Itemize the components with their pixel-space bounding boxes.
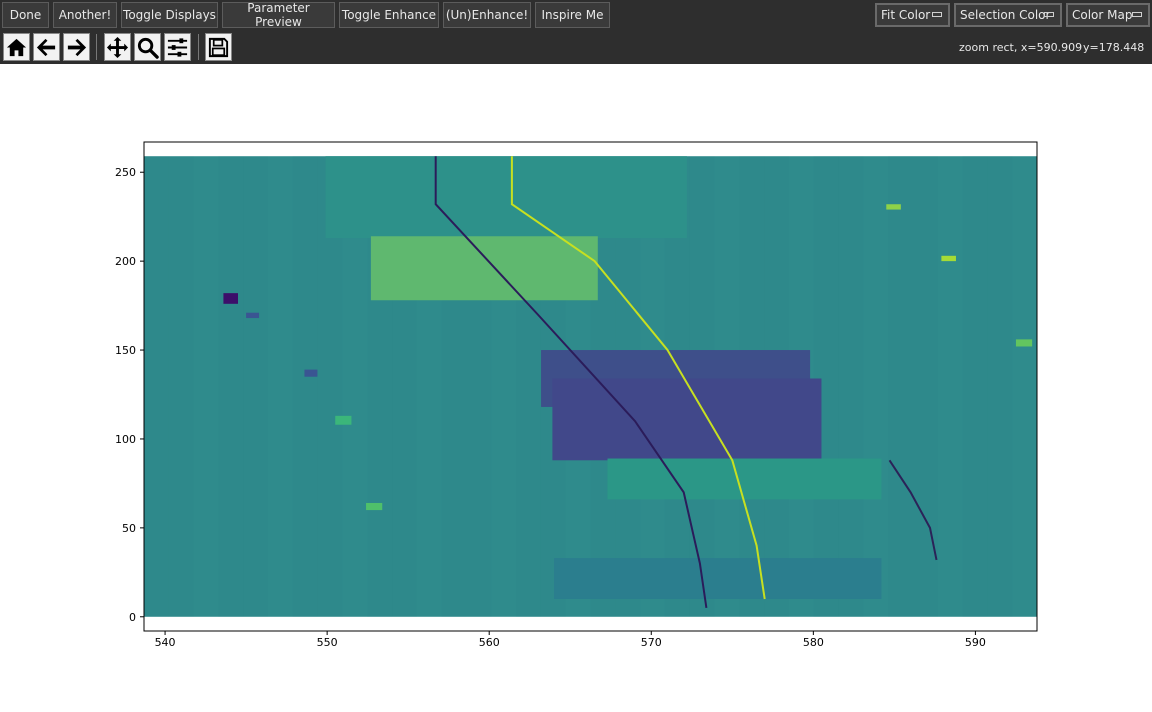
- spectral-trace: [888, 459, 938, 561]
- heatmap-marker: [941, 255, 956, 262]
- parameter-preview-button[interactable]: Parameter Preview: [222, 1, 335, 29]
- heatmap-column: [888, 156, 913, 617]
- y-tick-label: 50: [122, 522, 136, 535]
- y-tick-label: 200: [115, 255, 136, 268]
- selection-color-dropdown[interactable]: Selection Color: [954, 3, 1062, 27]
- y-tick-label: 150: [115, 344, 136, 357]
- axes-frame: [143, 141, 1038, 632]
- heatmap-marker: [304, 369, 318, 377]
- pan-button[interactable]: [104, 33, 131, 61]
- save-icon: [208, 37, 229, 57]
- heatmap-marker: [366, 502, 383, 511]
- color-map-dropdown[interactable]: Color Map: [1066, 3, 1150, 27]
- heatmap-block: [325, 156, 687, 239]
- y-tick-label: 0: [129, 611, 136, 624]
- configure-subplots-icon: [167, 37, 188, 57]
- heatmap-column: [144, 156, 169, 617]
- zoom-button[interactable]: [134, 33, 161, 61]
- spectral-trace: [434, 156, 708, 609]
- heatmap-column: [987, 156, 1012, 617]
- x-tick-label: 550: [317, 636, 338, 649]
- cursor-x-readout: zoom rect, x=590.909: [959, 41, 1083, 54]
- heatmap-column: [169, 156, 194, 617]
- another-button[interactable]: Another!: [53, 2, 117, 28]
- x-tick-label: 560: [479, 636, 500, 649]
- forward-arrow-icon: [67, 38, 87, 56]
- heatmap-marker: [886, 204, 901, 210]
- dropdown-indicator-icon: [1132, 12, 1142, 17]
- selection-color-label: Selection Color: [960, 8, 1051, 22]
- save-button[interactable]: [205, 33, 232, 61]
- dropdown-indicator-icon: [1044, 12, 1054, 17]
- toolbar-separator: [198, 34, 199, 60]
- x-tick-label: 570: [641, 636, 662, 649]
- x-tick-label: 580: [803, 636, 824, 649]
- back-button[interactable]: [33, 33, 60, 61]
- done-button[interactable]: Done: [2, 2, 49, 28]
- fit-color-label: Fit Color: [881, 8, 931, 22]
- fit-color-dropdown[interactable]: Fit Color: [875, 3, 950, 27]
- heatmap-column: [962, 156, 988, 617]
- heatmap-marker: [335, 415, 352, 425]
- y-tick-label: 100: [115, 433, 136, 446]
- back-arrow-icon: [36, 38, 56, 56]
- dropdown-indicator-icon: [932, 12, 942, 17]
- toolbar-separator: [96, 34, 97, 60]
- heatmap-block: [552, 378, 822, 461]
- x-tick-label: 540: [155, 636, 176, 649]
- toggle-displays-button[interactable]: Toggle Displays: [121, 2, 218, 28]
- heatmap-marker: [246, 312, 260, 319]
- forward-button[interactable]: [63, 33, 90, 61]
- pan-icon: [106, 36, 129, 58]
- heatmap-block: [554, 558, 882, 599]
- y-tick-label: 250: [115, 166, 136, 179]
- toggle-enhance-button[interactable]: Toggle Enhance: [339, 2, 439, 28]
- configure-subplots-button[interactable]: [164, 33, 191, 61]
- heatmap-marker: [1015, 339, 1033, 347]
- heatmap-column: [839, 156, 864, 617]
- zoom-icon: [137, 37, 159, 59]
- home-button[interactable]: [3, 33, 30, 61]
- heatmap-block: [607, 458, 882, 500]
- cursor-y-readout: y=178.448: [1083, 41, 1145, 54]
- unenhance-button[interactable]: (Un)Enhance!: [443, 2, 531, 28]
- heatmap-column: [243, 156, 268, 617]
- matplotlib-toolbar: Done Another! Toggle Displays Parameter …: [0, 0, 1152, 64]
- home-icon: [6, 38, 27, 56]
- x-tick-label: 590: [965, 636, 986, 649]
- heatmap-block: [370, 236, 598, 301]
- inspire-me-button[interactable]: Inspire Me: [535, 2, 610, 28]
- heatmap-marker: [223, 293, 238, 304]
- heatmap-column: [218, 156, 244, 617]
- heatmap-column: [292, 156, 318, 617]
- spectral-trace: [510, 156, 766, 600]
- plot-canvas[interactable]: 540 550 560 570 580 590 0 50 100 150 200 250: [0, 64, 1152, 712]
- color-map-label: Color Map: [1072, 8, 1133, 22]
